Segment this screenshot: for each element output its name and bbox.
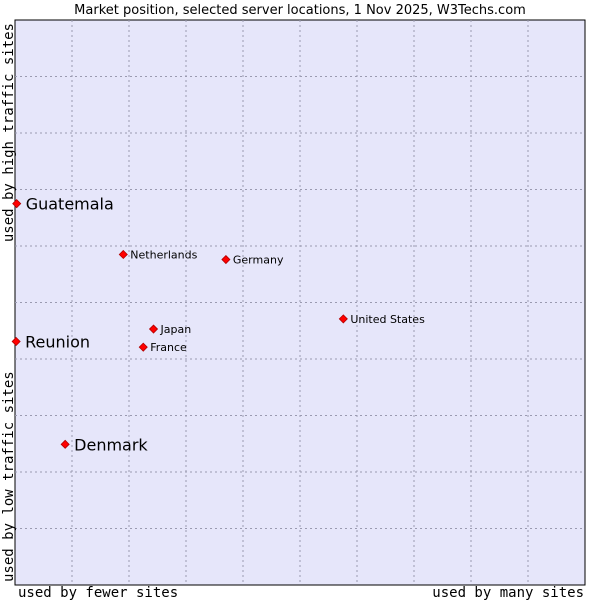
point-label-guatemala: Guatemala <box>26 195 114 214</box>
point-marker-reunion <box>11 336 21 347</box>
x-axis-label-right: used by many sites <box>432 585 584 600</box>
point-marker-guatemala <box>12 199 22 209</box>
point-label-united-states: United States <box>350 313 425 326</box>
point-label-netherlands: Netherlands <box>130 248 197 261</box>
point-label-japan: Japan <box>160 323 192 336</box>
point-marker-germany <box>221 254 231 265</box>
x-axis-label-left: used by fewer sites <box>18 585 178 600</box>
point-marker-united-states <box>338 314 348 324</box>
point-label-germany: Germany <box>233 254 284 267</box>
point-marker-japan <box>148 324 159 334</box>
point-marker-netherlands <box>118 249 128 260</box>
y-axis-label-top: used by high traffic sites <box>1 23 17 242</box>
y-axis-label-bottom: used by low traffic sites <box>1 371 17 582</box>
point-label-reunion: Reunion <box>25 332 90 351</box>
point-label-denmark: Denmark <box>74 435 148 454</box>
chart-title: Market position, selected server locatio… <box>74 3 526 18</box>
point-label-france: France <box>150 341 187 354</box>
grid <box>15 20 585 585</box>
point-marker-denmark <box>60 439 70 449</box>
data-points: Guatemala Netherlands Germany United States… <box>11 195 425 454</box>
point-marker-france <box>138 342 148 352</box>
